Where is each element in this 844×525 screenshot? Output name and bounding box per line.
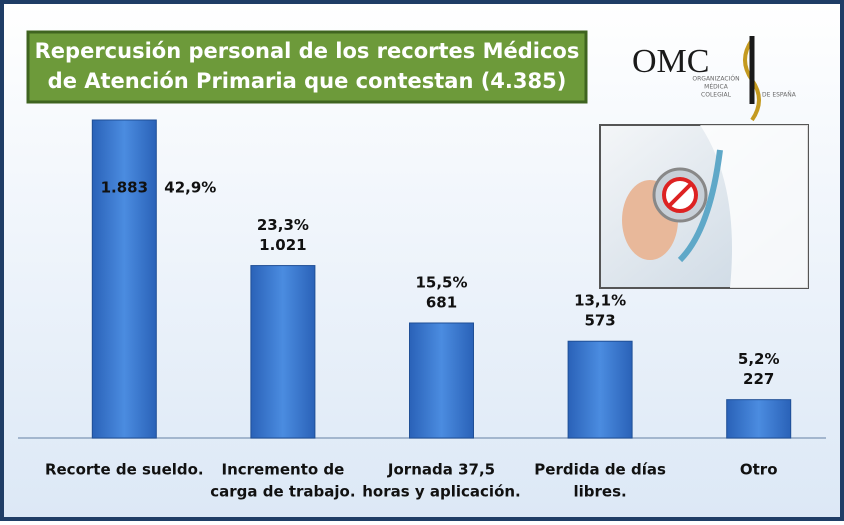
percentage-label: 5,2% [738, 350, 780, 368]
value-label: 1.883 [101, 179, 148, 197]
x-tick-label: Otro [740, 461, 778, 479]
logo: OMC [632, 43, 709, 80]
value-label: 1.021 [259, 236, 306, 254]
logo-subtext: MÉDICA [704, 83, 729, 91]
x-tick-label: libres. [573, 483, 626, 501]
logo-subtext: ORGANIZACIÓN [692, 76, 739, 83]
bar [251, 266, 315, 438]
logo-subtext: DE ESPAÑA [762, 92, 797, 99]
chart-title: de Atención Primaria que contestan (4.38… [48, 69, 567, 93]
percentage-label: 23,3% [257, 216, 309, 234]
x-tick-label: Recorte de sueldo. [45, 461, 204, 479]
x-tick-label: carga de trabajo. [210, 483, 355, 501]
percentage-label: 42,9% [164, 179, 216, 197]
x-tick-label: Incremento de [221, 461, 344, 479]
bar [92, 120, 156, 438]
x-tick-label: Jornada 37,5 [387, 461, 495, 479]
percentage-label: 15,5% [415, 273, 467, 291]
photo [600, 125, 808, 288]
value-label: 227 [743, 370, 774, 388]
value-label: 681 [426, 293, 457, 311]
x-tick-label: horas y aplicación. [362, 483, 521, 501]
bar [410, 323, 474, 438]
chart: Repercusión personal de los recortes Méd… [0, 0, 844, 521]
chart-title: Repercusión personal de los recortes Méd… [35, 39, 580, 63]
bar [568, 341, 632, 438]
value-label: 573 [584, 312, 615, 330]
bar [727, 400, 791, 438]
x-tick-label: Perdida de días [534, 461, 666, 479]
percentage-label: 13,1% [574, 292, 626, 310]
logo-subtext: COLEGIAL [701, 92, 732, 99]
